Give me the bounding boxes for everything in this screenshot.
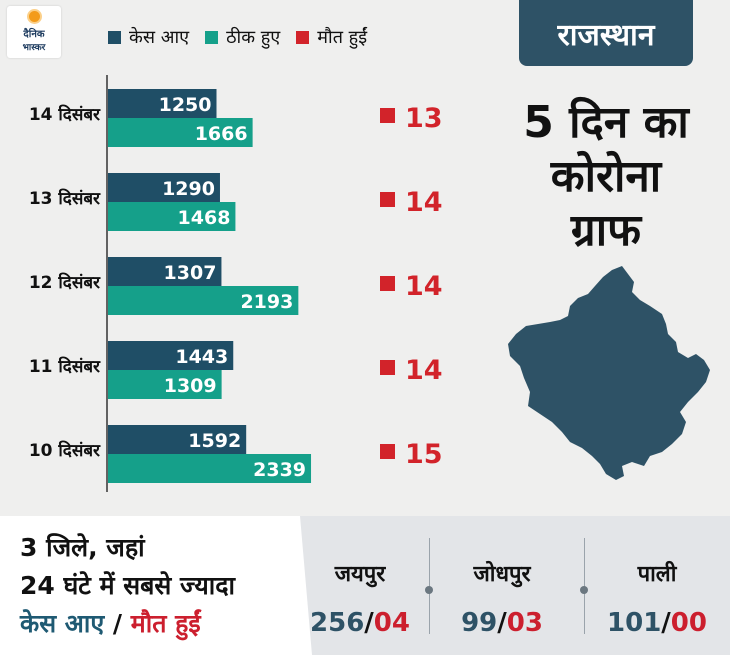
chart-legend: केस आए ठीक हुए मौत हुईं — [108, 26, 383, 48]
category-label: 14 दिसंबर — [29, 104, 101, 125]
caption-line-3: केस आए / मौत हुईं — [20, 606, 201, 640]
city-jodhpur: जोधपुर 99/03 — [442, 558, 562, 638]
bar-value-label: 1592 — [188, 430, 241, 452]
city-cases: 99 — [461, 608, 498, 638]
divider-dot-2 — [580, 586, 588, 594]
bar-value-label: 1309 — [164, 375, 217, 397]
caption-line-1: 3 जिले, जहां — [20, 533, 145, 562]
category-label: 12 दिसंबर — [29, 272, 101, 293]
legend-label-cases: केस आए — [129, 27, 190, 48]
city-sep: / — [661, 608, 671, 638]
city-name: जोधपुर — [473, 562, 531, 587]
bar-cases — [108, 341, 234, 370]
city-sep: / — [364, 608, 374, 638]
category-label: 11 दिसंबर — [29, 356, 101, 377]
bar-value-label: 1443 — [175, 346, 228, 368]
city-sep: / — [497, 608, 507, 638]
panel-divider — [282, 516, 312, 655]
legend-item-deaths: मौत हुईं — [296, 25, 367, 49]
category-label: 10 दिसंबर — [29, 440, 101, 461]
bar-recovered — [108, 370, 222, 399]
city-cases: 101 — [607, 608, 662, 638]
death-marker — [380, 360, 395, 375]
city-name: जयपुर — [334, 562, 386, 587]
legend-item-cases: केस आए — [108, 25, 189, 49]
bar-value-label: 2193 — [240, 291, 293, 313]
bar-recovered — [108, 454, 312, 483]
cases-bar-chart: 14 दिसंबर 1250 1666 13 13 दिसंबर 1290 1468 14 12… — [29, 75, 443, 492]
caption-cases: केस आए — [20, 609, 105, 638]
legend-swatch-cases — [108, 30, 121, 44]
rajasthan-map-icon — [508, 266, 710, 480]
category-label: 13 दिसंबर — [29, 188, 101, 209]
title-line-3: ग्राफ — [570, 205, 642, 256]
death-value-label: 15 — [405, 439, 443, 470]
bar-value-label: 1307 — [164, 262, 217, 284]
logo-line-1: दैनिक — [23, 29, 45, 40]
bar-cases — [108, 425, 247, 454]
bar-value-label: 1666 — [195, 123, 248, 145]
death-value-label: 14 — [405, 271, 443, 302]
death-value-label: 14 — [405, 355, 443, 386]
city-deaths: 03 — [506, 608, 543, 638]
title-line-1: 5 दिन का — [523, 97, 689, 148]
death-value-label: 14 — [405, 187, 443, 218]
death-value-label: 13 — [405, 103, 443, 134]
death-marker — [380, 276, 395, 291]
bar-cases — [108, 173, 220, 202]
bar-value-label: 2339 — [253, 459, 306, 481]
bar-cases — [108, 257, 222, 286]
dainik-bhaskar-logo: दैनिक भास्कर — [7, 6, 61, 58]
city-pali: पाली 101/00 — [597, 558, 717, 638]
bar-recovered — [108, 118, 253, 147]
legend-swatch-deaths — [296, 30, 310, 44]
city-values: 101/00 — [597, 608, 717, 638]
city-jaipur: जयपुर 256/04 — [300, 558, 420, 638]
graph-title: 5 दिन का कोरोना ग्राफ — [500, 96, 712, 258]
legend-label-deaths: मौत हुईं — [317, 27, 368, 48]
top-districts-caption: 3 जिले, जहां 24 घंटे में सबसे ज्यादा केस… — [0, 516, 300, 655]
sun-icon — [29, 11, 40, 22]
city-deaths: 04 — [373, 608, 410, 638]
bar-cases — [108, 89, 217, 118]
city-values: 256/04 — [300, 608, 420, 638]
logo-line-2: भास्कर — [22, 43, 46, 53]
state-header: राजस्थान — [519, 0, 693, 66]
city-cases: 256 — [310, 608, 365, 638]
bottom-panel: 3 जिले, जहां 24 घंटे में सबसे ज्यादा केस… — [0, 516, 730, 655]
legend-label-recovered: ठीक हुए — [226, 27, 281, 48]
death-marker — [380, 192, 395, 207]
divider-dot-1 — [425, 586, 433, 594]
death-marker — [380, 108, 395, 123]
bar-value-label: 1290 — [162, 178, 215, 200]
legend-swatch-recovered — [205, 30, 219, 44]
bar-value-label: 1468 — [178, 207, 231, 229]
city-name: पाली — [637, 562, 677, 587]
caption-deaths: मौत हुईं — [130, 609, 201, 638]
bar-recovered — [108, 286, 299, 315]
city-values: 99/03 — [442, 608, 562, 638]
city-deaths: 00 — [670, 608, 707, 638]
legend-item-recovered: ठीक हुए — [205, 25, 280, 49]
title-line-2: कोरोना — [550, 151, 662, 202]
bar-value-label: 1250 — [159, 94, 212, 116]
bar-recovered — [108, 202, 236, 231]
caption-line-2: 24 घंटे में सबसे ज्यादा — [20, 571, 236, 600]
caption-separator: / — [112, 609, 123, 638]
death-marker — [380, 444, 395, 459]
